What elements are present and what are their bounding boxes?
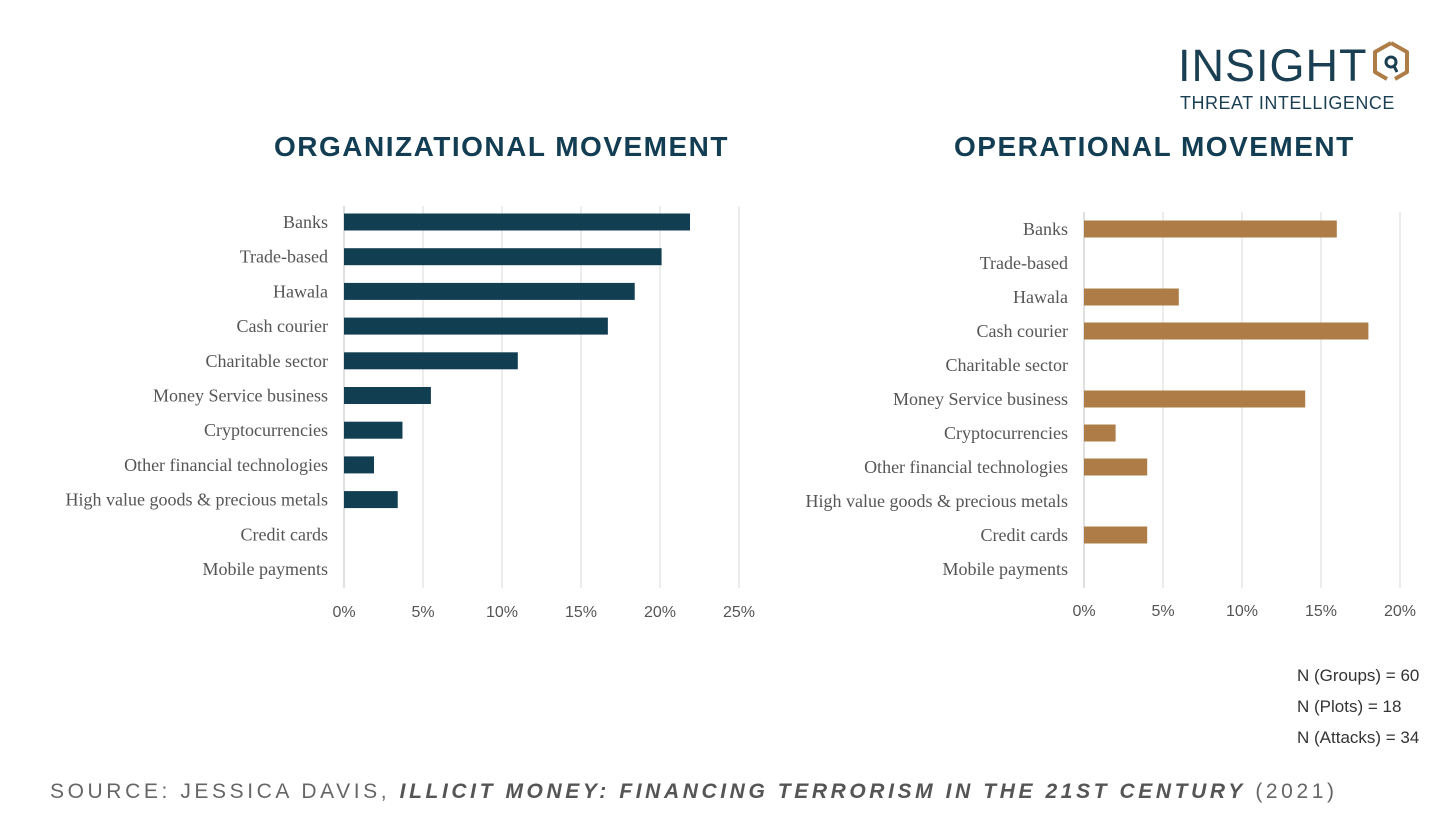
category-label: Mobile payments bbox=[943, 559, 1068, 579]
category-label: Mobile payments bbox=[203, 559, 328, 579]
tick-label: 20% bbox=[644, 604, 676, 621]
note-groups: N (Groups) = 60 bbox=[1297, 666, 1420, 685]
bar bbox=[1084, 458, 1148, 476]
bar bbox=[1084, 526, 1148, 544]
tick-label: 10% bbox=[486, 604, 518, 621]
category-label: Cash courier bbox=[977, 321, 1068, 341]
category-label: Charitable sector bbox=[946, 355, 1068, 375]
category-label: Hawala bbox=[273, 281, 328, 301]
tick-label: 20% bbox=[1384, 603, 1416, 620]
category-label: Other financial technologies bbox=[864, 457, 1068, 477]
bar bbox=[1084, 288, 1179, 306]
org-chart-title: ORGANIZATIONAL MOVEMENT bbox=[274, 131, 730, 162]
bar bbox=[344, 317, 608, 335]
tick-label: 0% bbox=[1072, 603, 1095, 620]
tick-label: 25% bbox=[723, 604, 755, 621]
source-book-title: ILLICIT MONEY: FINANCING TERRORISM IN TH… bbox=[399, 780, 1246, 803]
category-label: Credit cards bbox=[241, 524, 328, 544]
category-label: Cryptocurrencies bbox=[204, 420, 328, 440]
bar bbox=[344, 421, 403, 439]
source-citation: SOURCE: JESSICA DAVIS, ILLICIT MONEY: FI… bbox=[50, 780, 1338, 804]
bar bbox=[344, 387, 431, 404]
sample-size-notes: N (Groups) = 60 N (Plots) = 18 N (Attack… bbox=[1297, 660, 1419, 753]
category-label: Trade-based bbox=[980, 253, 1068, 273]
bar bbox=[344, 352, 518, 370]
brand-logo: INSIGHT THREAT INTELLIGENCE bbox=[1176, 40, 1426, 120]
category-label: High value goods & precious metals bbox=[806, 491, 1068, 511]
tick-label: 5% bbox=[1151, 603, 1174, 620]
note-attacks: N (Attacks) = 34 bbox=[1297, 728, 1420, 747]
tick-label: 15% bbox=[1305, 603, 1337, 620]
bar bbox=[1084, 322, 1369, 340]
category-label: Banks bbox=[283, 212, 328, 232]
logo-wordmark: INSIGHT bbox=[1178, 40, 1368, 91]
category-label: Money Service business bbox=[153, 386, 328, 406]
category-label: Trade-based bbox=[240, 247, 328, 267]
ops-chart-title: OPERATIONAL MOVEMENT bbox=[954, 131, 1355, 162]
logo-tagline: THREAT INTELLIGENCE bbox=[1180, 93, 1395, 113]
tick-label: 10% bbox=[1226, 603, 1258, 620]
category-label: Banks bbox=[1023, 219, 1068, 239]
bar bbox=[1084, 424, 1116, 442]
source-year: (2021) bbox=[1255, 780, 1338, 803]
tick-label: 0% bbox=[332, 604, 355, 621]
bar bbox=[344, 491, 398, 509]
category-label: Other financial technologies bbox=[124, 455, 328, 475]
house-search-icon bbox=[1373, 41, 1409, 81]
category-label: Hawala bbox=[1013, 287, 1068, 307]
bar bbox=[344, 248, 662, 266]
note-plots: N (Plots) = 18 bbox=[1297, 697, 1402, 716]
tick-label: 5% bbox=[411, 604, 434, 621]
bar bbox=[1084, 390, 1306, 408]
bar bbox=[344, 456, 375, 474]
category-label: Cryptocurrencies bbox=[944, 423, 1068, 443]
category-label: High value goods & precious metals bbox=[66, 490, 328, 510]
category-label: Money Service business bbox=[893, 389, 1068, 409]
tick-label: 15% bbox=[565, 604, 597, 621]
bar bbox=[344, 213, 691, 231]
bar bbox=[1084, 220, 1337, 238]
source-prefix: SOURCE: JESSICA DAVIS, bbox=[50, 780, 391, 803]
bar bbox=[344, 282, 635, 300]
category-label: Cash courier bbox=[237, 316, 328, 336]
category-label: Credit cards bbox=[981, 525, 1068, 545]
category-label: Charitable sector bbox=[206, 351, 328, 371]
